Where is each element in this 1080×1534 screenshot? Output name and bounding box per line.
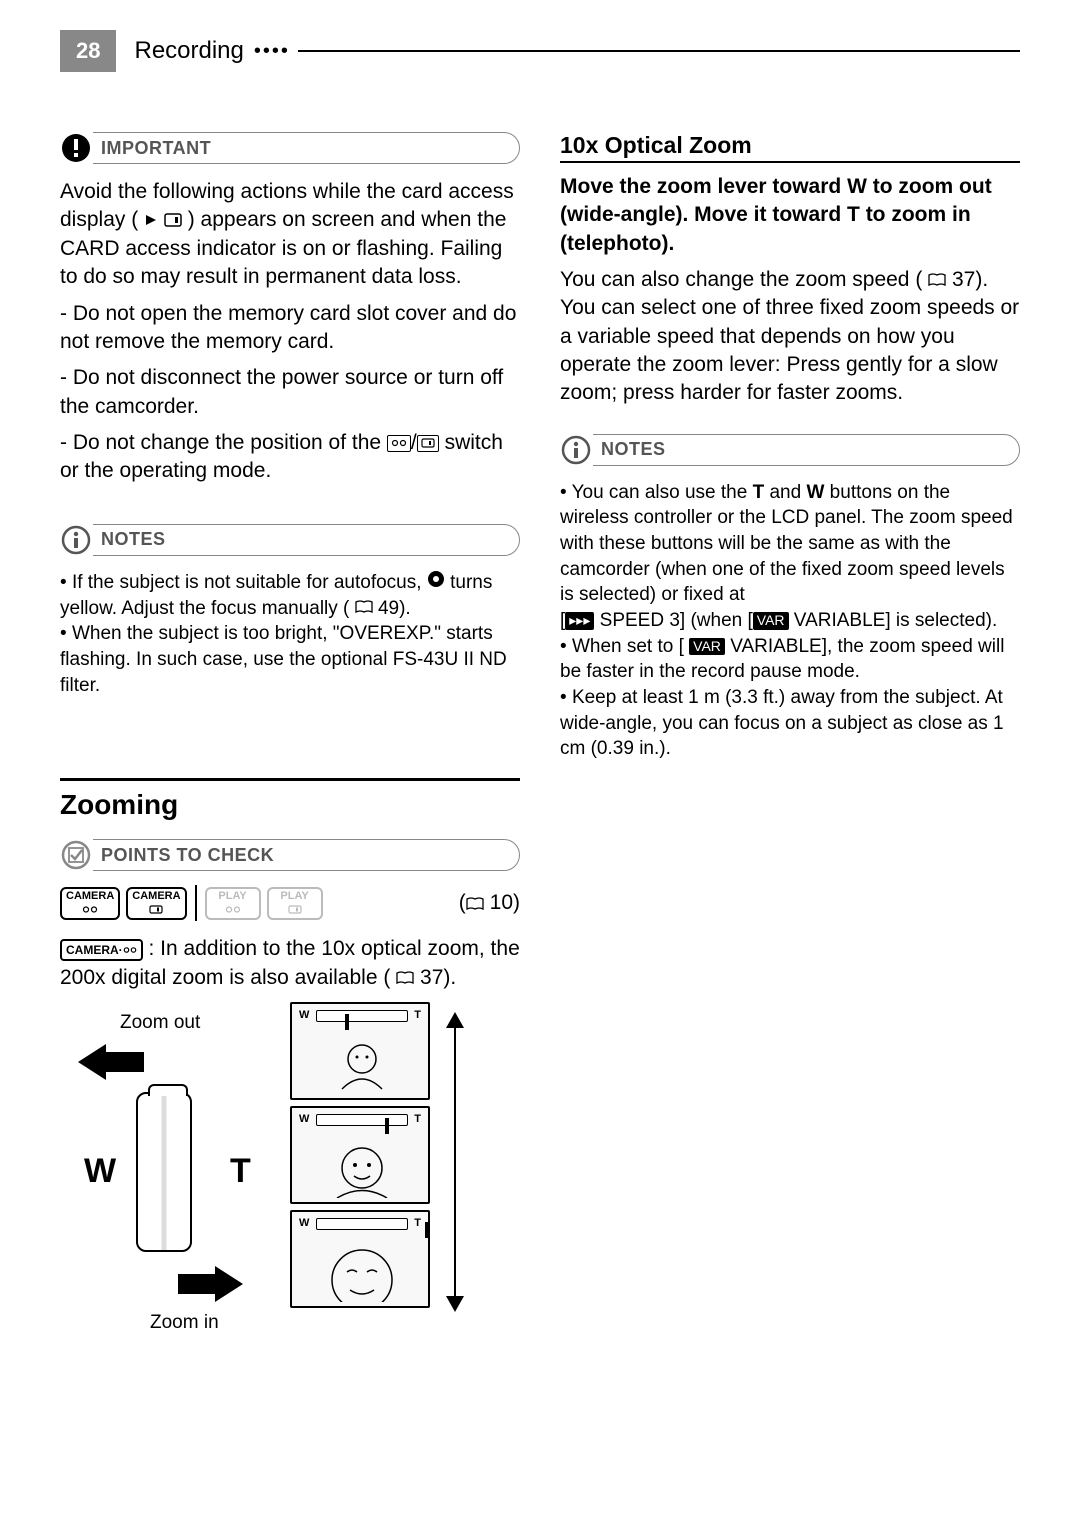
optical-intro: Move the zoom lever toward W to zoom out…	[560, 173, 1020, 258]
notes-bar-2: NOTES	[560, 434, 1020, 466]
check-icon	[59, 838, 93, 872]
important-label: IMPORTANT	[101, 138, 211, 159]
text: When set to [	[572, 636, 684, 657]
play-icon	[144, 207, 158, 235]
page-header: 28 Recording ••••	[60, 30, 1020, 72]
notes-bar: NOTES	[60, 524, 520, 556]
divider	[195, 885, 197, 921]
vertical-arrow-icon	[446, 1012, 466, 1312]
sub-rule	[560, 161, 1020, 163]
zoom-lever-icon	[136, 1092, 192, 1252]
t-label: T	[230, 1152, 251, 1191]
thumb-mid	[290, 1106, 430, 1204]
text: You can also change the zoom speed (	[560, 268, 922, 291]
mode-camera-card: CAMERA	[126, 887, 186, 920]
important-b3: - Do not change the position of the / sw…	[60, 429, 520, 486]
text: You can also use the T and W buttons on …	[560, 482, 1013, 606]
text: - Do not change the position of the	[60, 431, 387, 454]
card-icon	[417, 435, 439, 452]
book-icon	[466, 897, 484, 911]
info-icon	[559, 433, 593, 467]
note2-text: Keep at least 1 m (3.3 ft.) away from th…	[560, 685, 1020, 762]
mode-play-card: PLAY	[267, 887, 323, 920]
var-icon: VAR	[753, 612, 789, 629]
right-column: 10x Optical Zoom Move the zoom lever tow…	[560, 132, 1020, 1342]
optical-body: You can also change the zoom speed ( 37)…	[560, 266, 1020, 408]
dots-icon: ••••	[254, 40, 290, 63]
important-b2: - Do not disconnect the power source or …	[60, 364, 520, 421]
thumb-wide	[290, 1002, 430, 1100]
notes-label: NOTES	[101, 529, 166, 550]
header-rule	[298, 50, 1020, 52]
points-label: POINTS TO CHECK	[101, 845, 274, 866]
book-icon	[355, 596, 373, 622]
note2-text: When set to [ VAR VARIABLE], the zoom sp…	[560, 634, 1020, 685]
focus-icon	[427, 570, 445, 596]
thumbnail-column	[290, 1002, 430, 1308]
note2-text: You can also use the T and W buttons on …	[560, 480, 1020, 634]
w-label: W	[84, 1152, 116, 1191]
figure-icon	[322, 1242, 402, 1302]
zoom-diagram: Zoom out W T Zoom in	[60, 1012, 500, 1342]
zoom-out-label: Zoom out	[120, 1012, 200, 1034]
figure-icon	[322, 1034, 402, 1094]
zoom-intro: CAMERA· : In addition to the 10x optical…	[60, 935, 520, 992]
camera-tape-badge: CAMERA·	[60, 939, 143, 961]
speed-icon: ▸▸▸	[565, 612, 594, 629]
left-column: IMPORTANT Avoid the following actions wh…	[60, 132, 520, 1342]
tape-icon	[387, 435, 411, 452]
important-text: Avoid the following actions while the ca…	[60, 178, 520, 292]
text: 37).	[420, 966, 456, 989]
note-text: When the subject is too bright, "OVEREXP…	[60, 621, 520, 698]
book-icon	[928, 273, 946, 287]
thumb-tele	[290, 1210, 430, 1308]
notes-label: NOTES	[601, 439, 666, 460]
arrow-left-icon	[78, 1044, 106, 1080]
mode-play-tape: PLAY	[205, 887, 261, 920]
zoom-in-label: Zoom in	[150, 1312, 219, 1334]
book-icon	[396, 971, 414, 985]
arrow-right-body	[178, 1274, 218, 1294]
important-bar: IMPORTANT	[60, 132, 520, 164]
mode-row: CAMERA CAMERA PLAY PLAY ( 10)	[60, 885, 520, 921]
var-icon: VAR	[689, 638, 725, 655]
info-icon	[59, 523, 93, 557]
section-title: Recording	[134, 37, 243, 65]
section-rule	[60, 778, 520, 781]
page-ref: ( 10)	[459, 891, 520, 915]
arrow-right-icon	[215, 1266, 243, 1302]
mode-camera-tape: CAMERA	[60, 887, 120, 920]
card-icon	[164, 207, 182, 235]
text: 49).	[378, 598, 411, 619]
arrow-left-body	[104, 1052, 144, 1072]
figure-icon	[322, 1138, 402, 1198]
points-bar: POINTS TO CHECK	[60, 839, 520, 871]
important-b1: - Do not open the memory card slot cover…	[60, 300, 520, 357]
page-number: 28	[60, 30, 116, 72]
zooming-heading: Zooming	[60, 789, 520, 821]
note-text: If the subject is not suitable for autof…	[60, 570, 520, 622]
important-icon	[59, 131, 93, 165]
text: If the subject is not suitable for autof…	[72, 572, 427, 593]
optical-heading: 10x Optical Zoom	[560, 132, 1020, 159]
